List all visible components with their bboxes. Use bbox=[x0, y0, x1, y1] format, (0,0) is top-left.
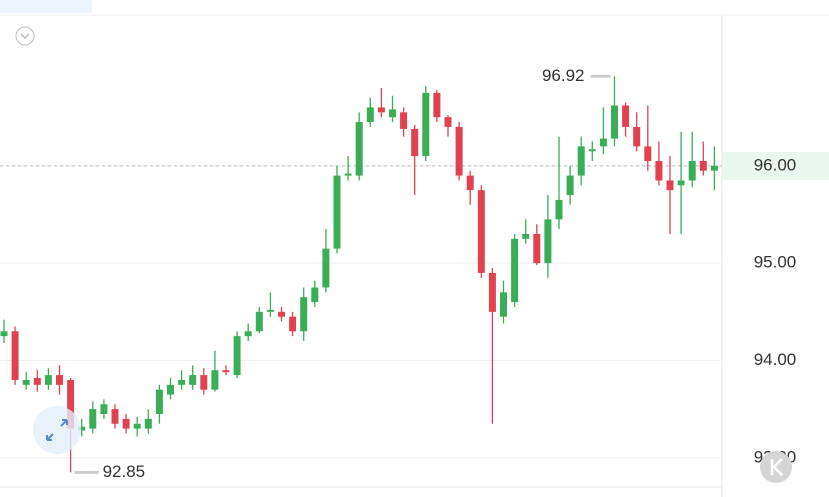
candle-body bbox=[167, 384, 174, 395]
candle-body bbox=[511, 238, 519, 303]
candle-body bbox=[56, 375, 63, 385]
max-label: 96.92 bbox=[542, 66, 585, 85]
candle-body bbox=[655, 160, 663, 181]
candle-body bbox=[133, 423, 141, 429]
expand-icon bbox=[46, 419, 68, 441]
candle-body bbox=[588, 149, 596, 152]
y-tick-label: 94.00 bbox=[754, 350, 797, 369]
candle-body bbox=[633, 126, 641, 147]
candle-body bbox=[200, 375, 208, 390]
candle-body bbox=[0, 331, 8, 337]
candle-body bbox=[488, 272, 496, 312]
candle-body bbox=[322, 248, 330, 288]
candle-body bbox=[11, 331, 19, 380]
candle-body bbox=[611, 105, 618, 139]
candle-body bbox=[555, 199, 563, 220]
candle-body bbox=[222, 370, 230, 373]
k-icon bbox=[770, 458, 783, 476]
candle-body bbox=[522, 233, 530, 239]
candle-body bbox=[400, 112, 408, 129]
candle-body bbox=[411, 128, 419, 157]
candle-body bbox=[78, 426, 86, 431]
candle-body bbox=[244, 331, 252, 337]
candle-body bbox=[100, 404, 108, 415]
last-price-label: 96.00 bbox=[754, 155, 797, 174]
candle-body bbox=[444, 117, 452, 127]
candle-body bbox=[155, 389, 163, 415]
candle-body bbox=[622, 105, 630, 127]
candle-body bbox=[144, 418, 152, 429]
candle-body bbox=[688, 160, 696, 181]
last-price-box bbox=[722, 151, 829, 180]
candle-body bbox=[67, 379, 75, 429]
y-tick-label: 95.00 bbox=[754, 253, 797, 272]
candle-body bbox=[599, 138, 607, 147]
collapse-button[interactable] bbox=[15, 26, 35, 46]
candle-body bbox=[89, 409, 97, 429]
candle-body bbox=[677, 180, 685, 186]
candle-body bbox=[533, 233, 541, 264]
candle-body bbox=[122, 418, 130, 429]
candle-body bbox=[44, 375, 52, 385]
candle-body bbox=[710, 165, 718, 171]
candle-body bbox=[477, 190, 485, 273]
candle-body bbox=[389, 109, 396, 118]
chevron-icon bbox=[20, 33, 30, 40]
candle-body bbox=[300, 297, 308, 332]
candle-body bbox=[377, 107, 385, 113]
candle-body bbox=[355, 122, 363, 176]
candle-body bbox=[566, 175, 574, 196]
candle-body bbox=[333, 175, 341, 249]
k-button[interactable] bbox=[760, 451, 792, 483]
candle-body bbox=[33, 378, 41, 385]
tab-highlight bbox=[0, 0, 92, 13]
expand-button[interactable] bbox=[33, 406, 81, 454]
candle-body bbox=[233, 336, 241, 376]
candle-body bbox=[278, 311, 285, 317]
candle-body bbox=[644, 146, 652, 161]
candle-body bbox=[699, 160, 707, 171]
candle-body bbox=[466, 175, 474, 191]
candle-body bbox=[189, 375, 197, 385]
candle-body bbox=[266, 309, 274, 312]
candle-body bbox=[577, 146, 585, 176]
candle-body bbox=[111, 409, 119, 424]
candle-body bbox=[255, 311, 263, 332]
candle-body bbox=[455, 126, 463, 176]
candle-body bbox=[211, 370, 219, 390]
candle-body bbox=[311, 287, 319, 303]
candle-body bbox=[289, 316, 297, 332]
candle-body bbox=[433, 92, 441, 118]
candle-body bbox=[666, 180, 674, 191]
candle-body bbox=[22, 379, 30, 385]
candle-body bbox=[366, 107, 374, 123]
candle-body bbox=[544, 219, 552, 264]
candle-body bbox=[422, 92, 430, 157]
candle-body bbox=[500, 292, 507, 317]
min-label: 92.85 bbox=[103, 462, 146, 481]
candle-body bbox=[344, 173, 352, 176]
candle-body bbox=[178, 379, 186, 385]
